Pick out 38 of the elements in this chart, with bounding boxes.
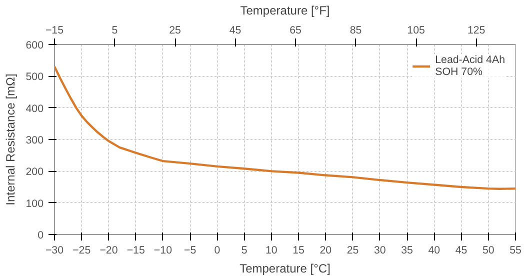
x-tick-label: 10 xyxy=(266,244,278,256)
x-tick-label: 20 xyxy=(320,244,332,256)
x2-axis-title: Temperature [°F] xyxy=(240,4,330,18)
x-tick-label: 30 xyxy=(374,244,386,256)
x-tick-label: 35 xyxy=(401,244,414,256)
x2-tick-label: 25 xyxy=(169,24,182,36)
x2-tick-label: 45 xyxy=(229,24,242,36)
x-tick-label: −30 xyxy=(45,244,64,256)
x-tick-label: 5 xyxy=(241,244,248,256)
y-tick-label: 600 xyxy=(26,40,44,52)
x-tick-label: 45 xyxy=(455,244,468,256)
y-tick-label: 100 xyxy=(26,198,44,210)
x-tick-label: −20 xyxy=(100,244,118,256)
y-tick-label: 0 xyxy=(38,230,44,242)
y-tick-label: 500 xyxy=(26,71,44,84)
x-axis-title: Temperature [°C] xyxy=(240,262,330,276)
x2-tick-label: 125 xyxy=(467,24,486,36)
x2-tick-label: 105 xyxy=(407,24,426,36)
x-tick-label: 0 xyxy=(214,244,220,256)
x2-tick-label: −15 xyxy=(45,24,64,36)
x2-tick-label: 5 xyxy=(112,24,118,36)
x-tick-label: −25 xyxy=(72,244,91,256)
x-tick-label: −5 xyxy=(184,244,196,256)
y-tick-label: 200 xyxy=(26,166,44,178)
x-tick-label: −15 xyxy=(126,244,145,256)
x-tick-label: 50 xyxy=(482,244,494,256)
x-tick-label: 25 xyxy=(346,244,359,256)
x2-tick-label: 65 xyxy=(290,24,302,36)
y-axis-title: Internal Resistance [mΩ] xyxy=(4,74,18,206)
x2-tick-label: 85 xyxy=(350,24,362,36)
x-tick-label: 55 xyxy=(510,244,522,256)
x-tick-label: −10 xyxy=(154,244,172,256)
y-tick-label: 400 xyxy=(26,102,44,115)
y-tick-label: 300 xyxy=(26,134,44,146)
x-tick-label: 15 xyxy=(292,244,305,256)
legend-label: Lead-Acid 4Ah SOH 70% xyxy=(435,54,505,78)
x-tick-label: 40 xyxy=(428,244,440,256)
line-series xyxy=(54,66,516,190)
